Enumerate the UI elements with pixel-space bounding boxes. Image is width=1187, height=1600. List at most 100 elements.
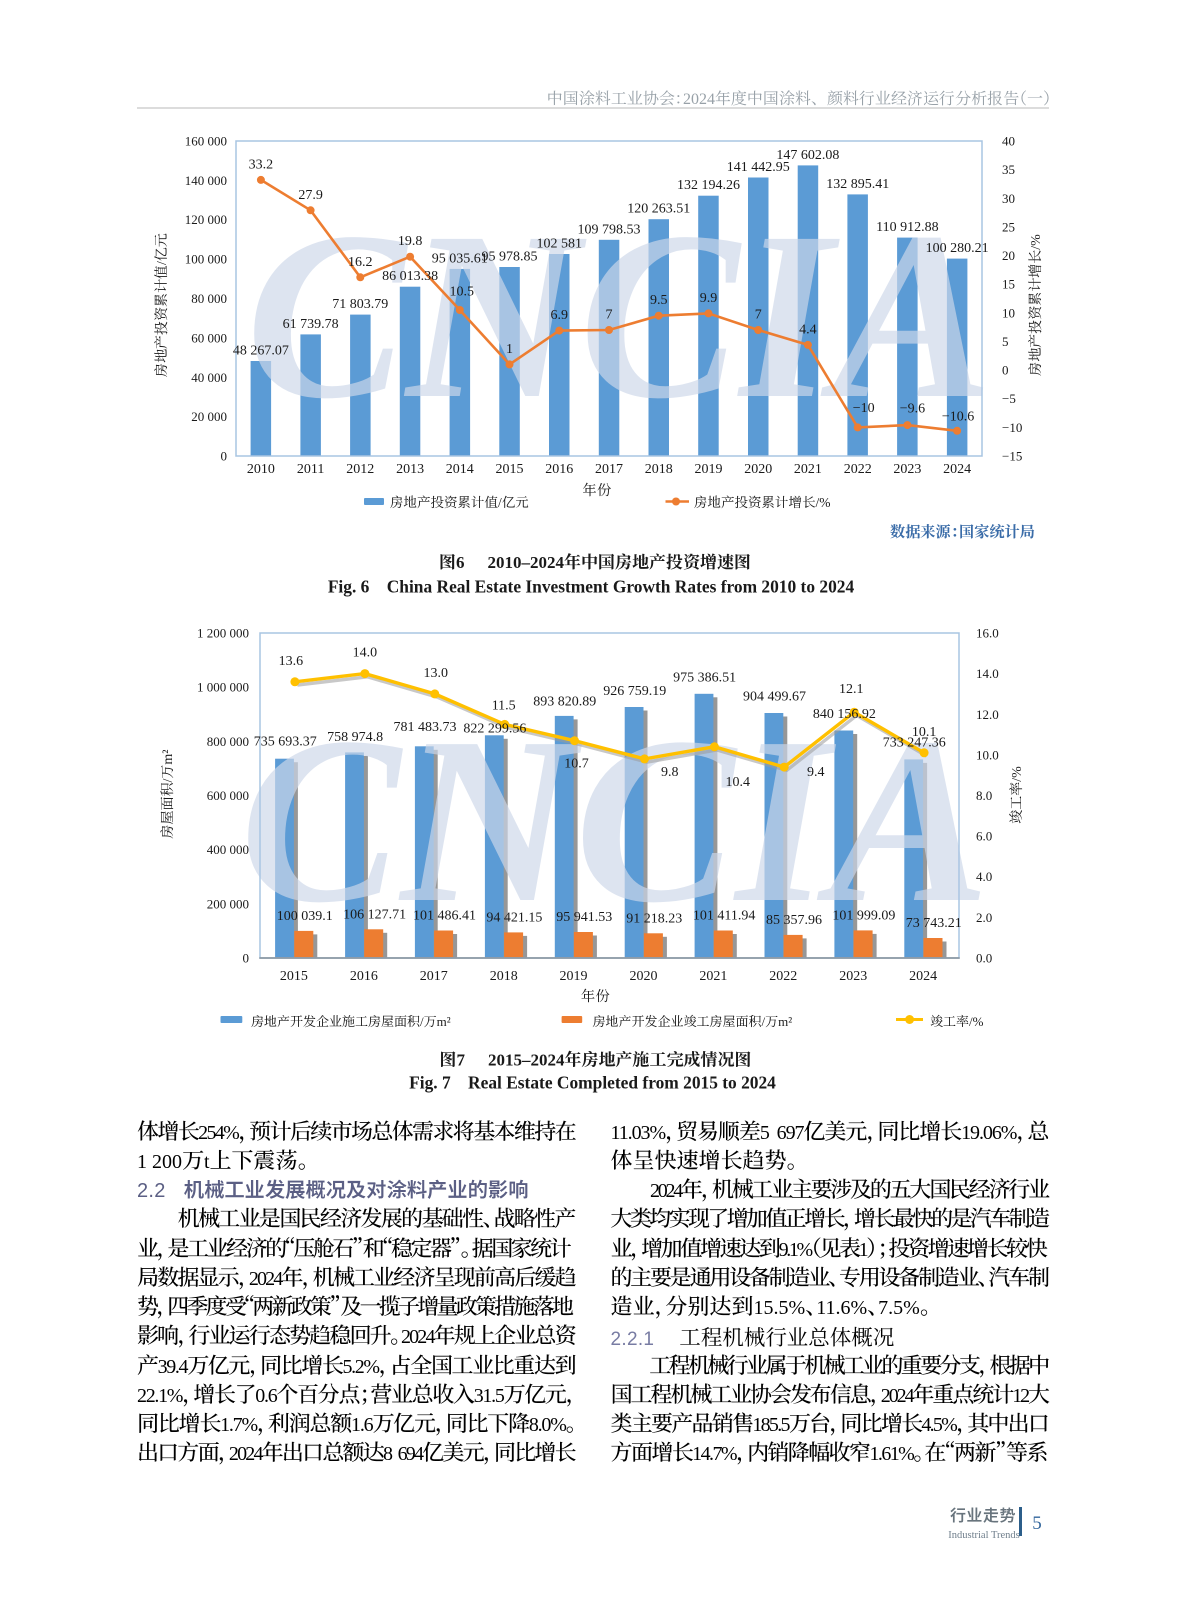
svg-text:12.1: 12.1 [839,682,864,697]
svg-text:120 000: 120 000 [185,212,227,227]
svg-text:904 499.67: 904 499.67 [743,690,806,705]
svg-text:9.9: 9.9 [700,291,718,306]
svg-text:101 999.09: 101 999.09 [832,908,895,923]
svg-text:101 486.41: 101 486.41 [413,909,476,924]
svg-text:2020: 2020 [744,462,772,477]
svg-text:94 421.15: 94 421.15 [486,910,542,925]
svg-text:101 411.94: 101 411.94 [693,909,755,924]
svg-text:19.8: 19.8 [398,234,423,249]
svg-text:735 693.37: 735 693.37 [254,735,317,750]
svg-text:2024: 2024 [909,969,937,984]
svg-text:2010: 2010 [247,462,275,477]
svg-text:2024: 2024 [943,462,971,477]
svg-text:85 357.96: 85 357.96 [766,913,822,928]
svg-text:2020: 2020 [630,969,658,984]
svg-text:2011: 2011 [297,462,324,477]
svg-text:2017: 2017 [420,969,448,984]
svg-text:86 013.38: 86 013.38 [382,269,438,284]
svg-text:0.0: 0.0 [976,951,992,966]
svg-text:102 581: 102 581 [537,237,583,252]
svg-text:758 974.8: 758 974.8 [327,730,383,745]
svg-text:840 156.92: 840 156.92 [813,707,876,722]
svg-text:0: 0 [1002,363,1009,378]
svg-text:80 000: 80 000 [191,291,227,306]
svg-text:2021: 2021 [794,462,822,477]
svg-text:132 895.41: 132 895.41 [826,177,889,192]
svg-text:房地产投资累计增长/%: 房地产投资累计增长/% [693,495,831,510]
svg-text:100 280.21: 100 280.21 [926,241,989,256]
svg-text:110 912.88: 110 912.88 [876,220,938,235]
svg-text:2.0: 2.0 [976,910,992,925]
svg-text:图7 2015–2024年房地产施工完成情况图: 图7 2015–2024年房地产施工完成情况图 [440,1051,752,1070]
svg-text:年份: 年份 [581,988,610,1005]
svg-text:0: 0 [243,951,250,966]
svg-text:竣工率/%: 竣工率/% [1009,766,1025,824]
svg-text:1 200 000: 1 200 000 [197,626,249,641]
svg-text:Fig. 6 China Real Estate Inves: Fig. 6 China Real Estate Investment Grow… [328,577,855,597]
svg-text:房地产投资累计值/亿元: 房地产投资累计值/亿元 [389,495,529,510]
svg-text:106 127.71: 106 127.71 [343,907,406,922]
svg-text:2022: 2022 [769,969,797,984]
svg-text:6.0: 6.0 [976,829,992,844]
svg-text:11.5: 11.5 [492,699,516,714]
svg-text:71 803.79: 71 803.79 [332,297,388,312]
svg-text:−5: −5 [1002,391,1016,406]
svg-text:年份: 年份 [583,482,612,499]
svg-text:147 602.08: 147 602.08 [776,148,839,163]
svg-text:16.0: 16.0 [976,626,999,641]
svg-text:781 483.73: 781 483.73 [394,720,457,735]
svg-text:2013: 2013 [396,462,424,477]
svg-text:2012: 2012 [346,462,374,477]
svg-text:7: 7 [755,308,762,323]
svg-text:房地产开发企业施工房屋面积/万m²: 房地产开发企业施工房屋面积/万m² [251,1014,451,1029]
svg-text:25: 25 [1002,219,1015,234]
svg-text:−10.6: −10.6 [942,409,974,424]
svg-text:5: 5 [1002,334,1009,349]
svg-text:10.7: 10.7 [564,756,589,771]
svg-text:400 000: 400 000 [207,842,249,857]
svg-text:600 000: 600 000 [207,788,249,803]
svg-text:4.0: 4.0 [976,869,992,884]
svg-text:200 000: 200 000 [207,896,249,911]
svg-text:−15: −15 [1002,449,1022,464]
svg-text:95 978.85: 95 978.85 [482,250,538,265]
svg-text:数据来源：国家统计局: 数据来源：国家统计局 [890,523,1035,541]
svg-text:141 442.95: 141 442.95 [727,160,790,175]
svg-text:61 739.78: 61 739.78 [283,317,339,332]
svg-text:2017: 2017 [595,462,623,477]
svg-text:40 000: 40 000 [191,370,227,385]
svg-text:2015: 2015 [496,462,524,477]
svg-text:35: 35 [1002,162,1015,177]
svg-text:房屋面积/万m²: 房屋面积/万m² [160,750,176,840]
svg-text:27.9: 27.9 [298,188,323,203]
svg-text:1: 1 [506,342,513,357]
svg-text:60 000: 60 000 [191,330,227,345]
svg-text:733 247.36: 733 247.36 [883,736,946,751]
svg-text:2014: 2014 [446,462,474,477]
svg-text:14.0: 14.0 [353,646,378,661]
svg-text:房地产投资累计值/亿元: 房地产投资累计值/亿元 [154,233,170,378]
svg-text:2016: 2016 [545,462,573,477]
svg-text:926 759.19: 926 759.19 [603,684,666,699]
svg-text:9.4: 9.4 [807,765,825,780]
svg-text:2018: 2018 [645,462,673,477]
svg-text:109 798.53: 109 798.53 [578,222,641,237]
svg-text:6.9: 6.9 [551,308,569,323]
svg-text:房地产开发企业竣工房屋面积/万m²: 房地产开发企业竣工房屋面积/万m² [593,1014,793,1029]
svg-text:10.0: 10.0 [976,747,999,762]
svg-text:30: 30 [1002,191,1015,206]
svg-text:0: 0 [221,449,228,464]
svg-text:73 743.21: 73 743.21 [906,916,962,931]
svg-text:−9.6: −9.6 [900,402,925,417]
svg-text:822 299.56: 822 299.56 [463,722,526,737]
svg-text:2019: 2019 [560,969,588,984]
svg-text:4.4: 4.4 [799,322,817,337]
svg-text:10: 10 [1002,305,1015,320]
svg-text:33.2: 33.2 [249,157,274,172]
svg-text:140 000: 140 000 [185,173,227,188]
svg-text:15: 15 [1002,277,1015,292]
svg-text:7: 7 [606,308,613,323]
svg-text:Fig. 7 Real Estate Completed f: Fig. 7 Real Estate Completed from 2015 t… [409,1073,776,1093]
svg-text:10.4: 10.4 [726,775,751,790]
svg-text:2015: 2015 [280,969,308,984]
